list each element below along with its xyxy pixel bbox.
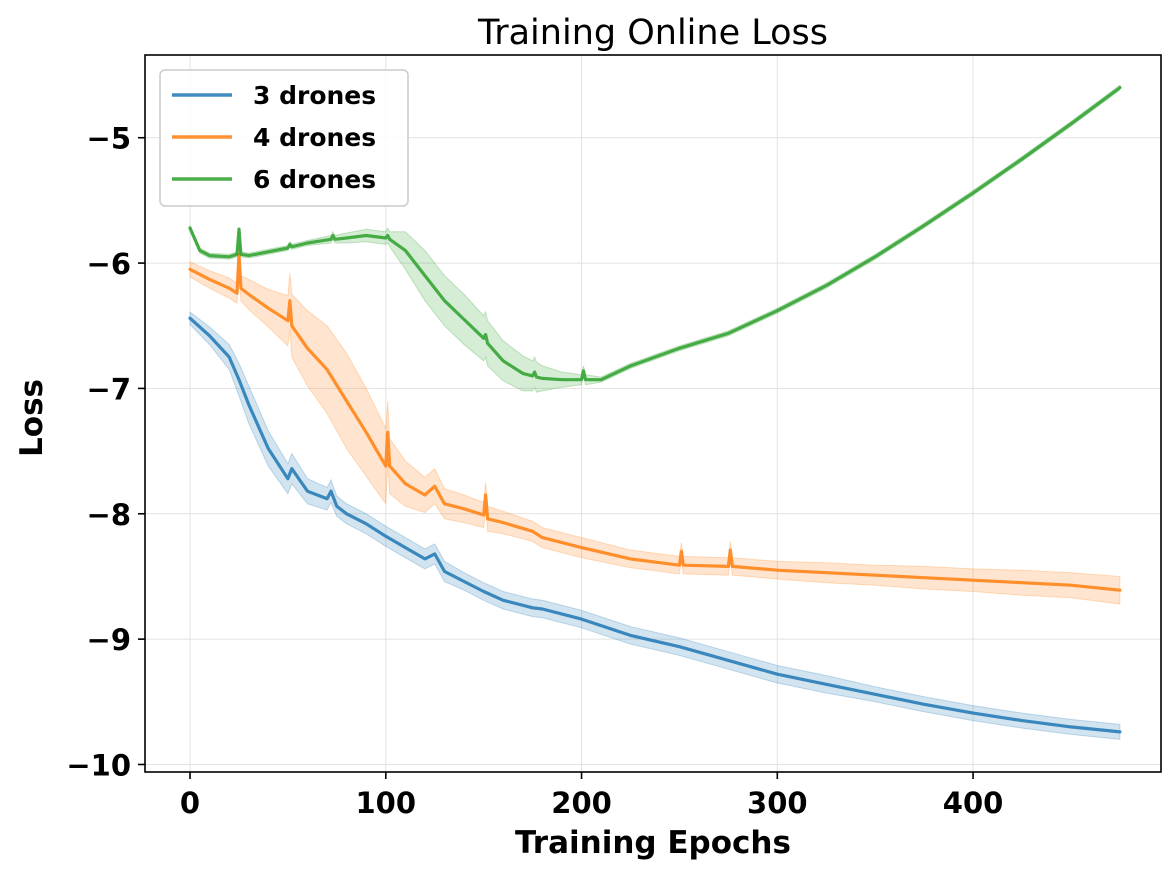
band-4-drones bbox=[189, 239, 1121, 605]
x-tick-label: 400 bbox=[943, 786, 1004, 820]
legend-label-4-drones: 4 drones bbox=[253, 123, 376, 152]
legend-label-6-drones: 6 drones bbox=[253, 165, 376, 194]
chart-title: Training Online Loss bbox=[477, 13, 828, 53]
y-tick-label: −9 bbox=[87, 623, 131, 657]
confidence-bands bbox=[189, 84, 1121, 740]
band-3-drones bbox=[189, 310, 1121, 740]
plot-frame bbox=[144, 54, 1162, 773]
y-axis-label: Loss bbox=[14, 379, 50, 457]
y-tick-label: −8 bbox=[87, 498, 131, 532]
x-tick-label: 300 bbox=[747, 786, 808, 820]
line-4-drones bbox=[188, 252, 1122, 592]
y-axis-ticks: −10 −9 −8 −7 −6 −5 bbox=[66, 122, 145, 782]
y-tick-label: −7 bbox=[87, 372, 131, 406]
legend: 3 drones 4 drones 6 drones bbox=[159, 69, 409, 207]
x-axis-ticks: 0 100 200 300 400 bbox=[180, 772, 1003, 820]
line-3-drones bbox=[188, 316, 1122, 734]
band-6-drones bbox=[189, 84, 1121, 393]
y-tick-label: −10 bbox=[66, 748, 131, 782]
y-tick-label: −5 bbox=[87, 122, 131, 156]
x-tick-label: 100 bbox=[356, 786, 417, 820]
x-axis-label: Training Epochs bbox=[515, 825, 791, 861]
legend-frame bbox=[159, 69, 409, 207]
x-tick-label: 0 bbox=[180, 786, 200, 820]
legend-label-3-drones: 3 drones bbox=[253, 81, 376, 110]
line-6-drones bbox=[188, 85, 1122, 382]
x-tick-label: 200 bbox=[551, 786, 612, 820]
y-tick-label: −6 bbox=[87, 247, 131, 281]
series-lines bbox=[188, 85, 1122, 734]
